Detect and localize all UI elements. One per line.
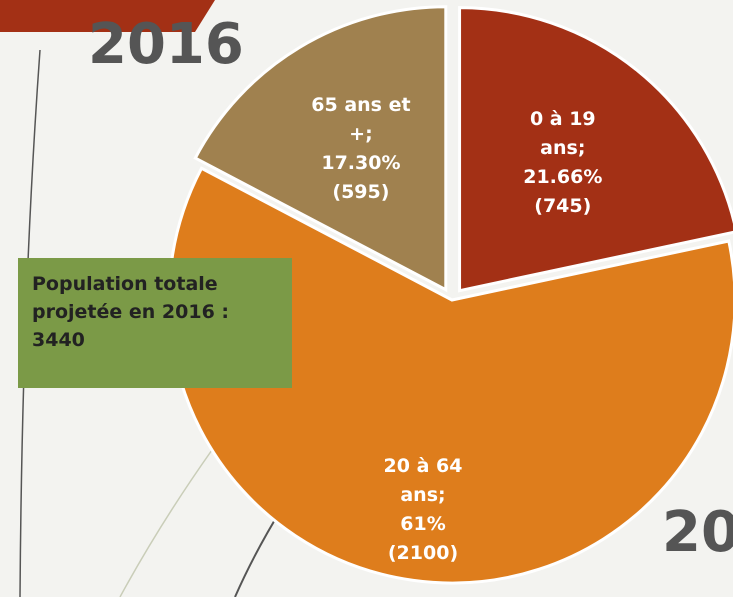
corner-text: 20 <box>662 500 733 565</box>
slice-label: 20 à 64 ans; 61% (2100) <box>367 452 479 568</box>
pie-slice <box>458 6 733 293</box>
category-label: 65 ans et +; <box>311 94 411 146</box>
value-label: (2100) <box>387 542 459 565</box>
annotation: Population totale projetée en 2016 : 344… <box>18 258 292 388</box>
decor-band <box>0 0 215 32</box>
slice-label: 65 ans et +; 17.30% (595) <box>305 91 417 207</box>
value-label: (595) <box>332 181 390 204</box>
chart-title: 2016 <box>88 12 244 77</box>
percent-label: 17.30% <box>321 152 401 175</box>
slice-label: 0 à 19 ans; 21.66% (745) <box>507 105 619 221</box>
category-label: 20 à 64 ans; <box>383 455 463 507</box>
pie-slice <box>193 5 448 293</box>
category-label: 0 à 19 ans; <box>529 108 596 160</box>
percent-label: 21.66% <box>523 166 603 189</box>
percent-label: 61% <box>400 513 446 536</box>
value-label: (745) <box>534 195 592 218</box>
